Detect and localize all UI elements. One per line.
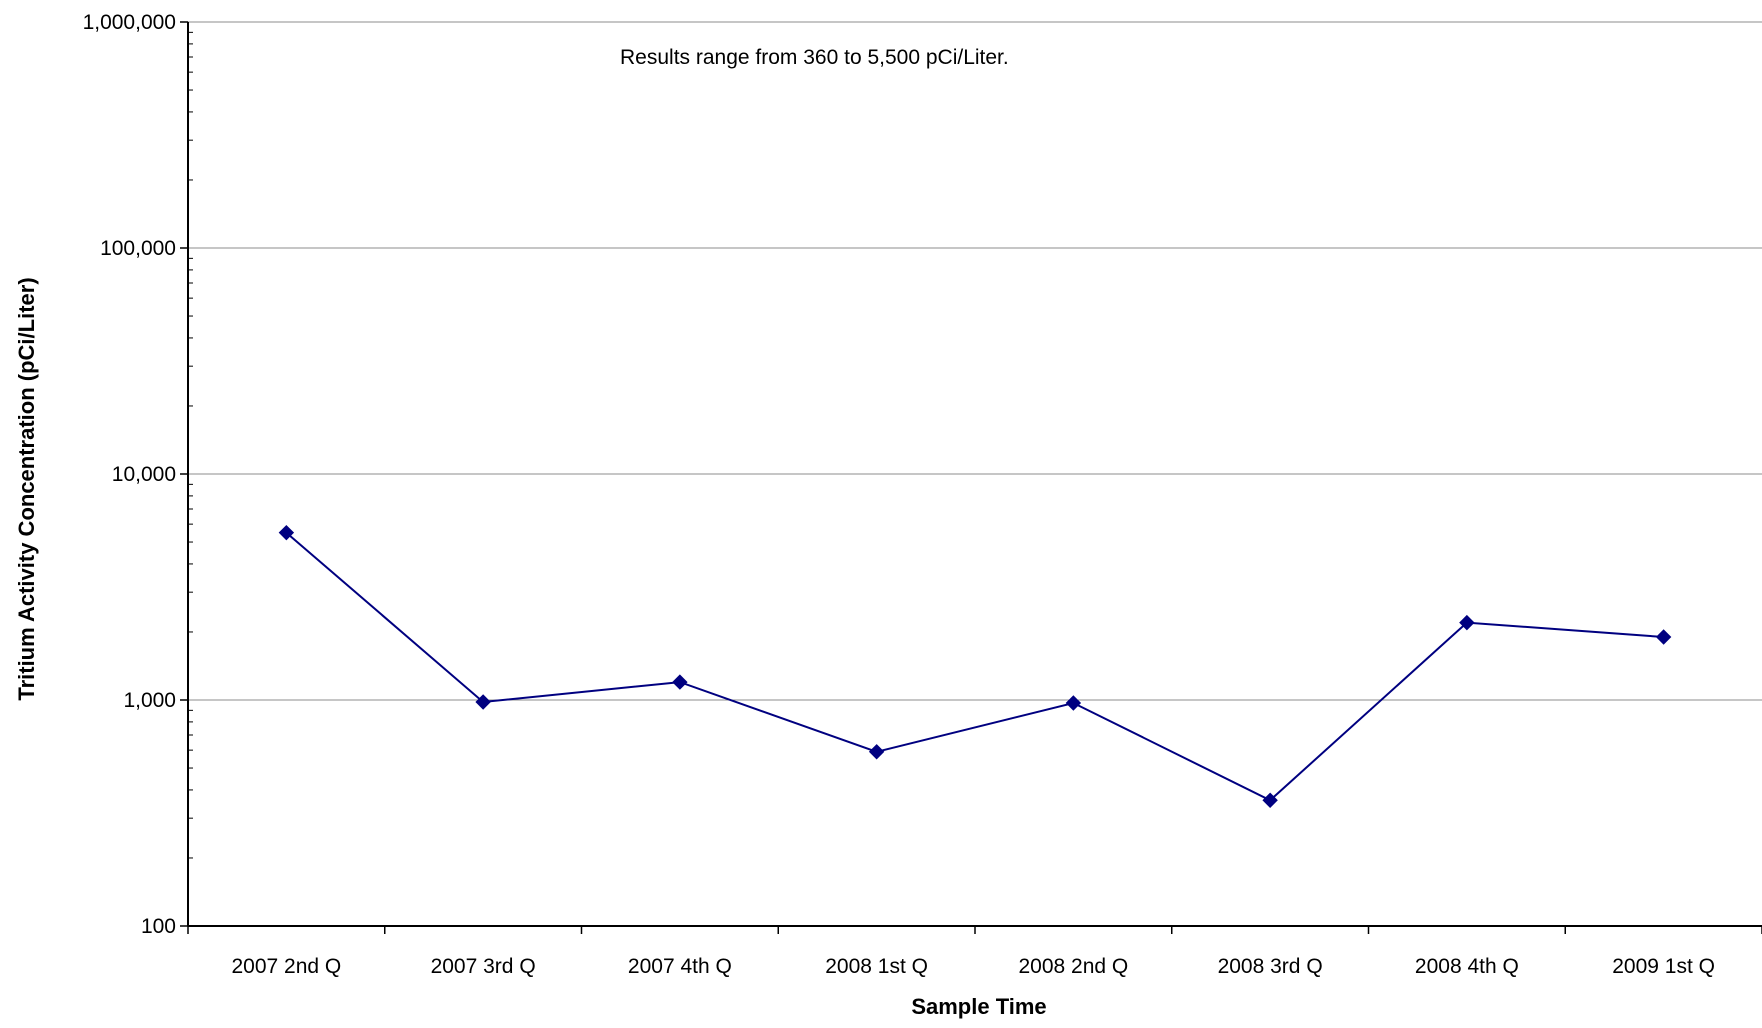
x-tick-label: 2008 4th Q: [1415, 955, 1519, 978]
data-point-marker: [1459, 614, 1475, 631]
x-tick-label: 2007 4th Q: [628, 955, 732, 978]
y-tick-label: 10,000: [112, 463, 176, 486]
x-tick-label: 2008 2nd Q: [1018, 955, 1128, 978]
data-point-marker: [1262, 792, 1278, 808]
labels: Results range from 360 to 5,500 pCi/Lite…: [14, 11, 1715, 1019]
data-point-marker: [868, 744, 885, 760]
data-point-marker: [278, 524, 295, 541]
x-tick-label: 2008 1st Q: [825, 955, 928, 978]
y-axis-title: Tritium Activity Concentration (pCi/Lite…: [14, 277, 39, 700]
series-line: [285, 531, 1664, 802]
annotation-text: Results range from 360 to 5,500 pCi/Lite…: [620, 46, 1009, 69]
x-tick-label: 2008 3rd Q: [1218, 955, 1323, 978]
x-tick-label: 2007 2nd Q: [231, 955, 341, 978]
y-tick-label: 100,000: [100, 237, 176, 260]
data-point-marker: [1065, 695, 1082, 711]
data-point-marker: [475, 694, 491, 710]
data-point-marker: [672, 674, 688, 690]
x-tick-label: 2007 3rd Q: [431, 955, 536, 978]
data-point-marker: [1655, 629, 1672, 645]
x-tick-label: 2009 1st Q: [1612, 955, 1715, 978]
gridlines: [188, 21, 1762, 701]
data-series: [278, 524, 1672, 808]
y-tick-label: 100: [141, 915, 176, 938]
y-tick-label: 1,000: [123, 689, 176, 712]
y-tick-label: 1,000,000: [83, 11, 176, 34]
axes: [180, 21, 1762, 934]
x-axis-title: Sample Time: [911, 994, 1046, 1019]
